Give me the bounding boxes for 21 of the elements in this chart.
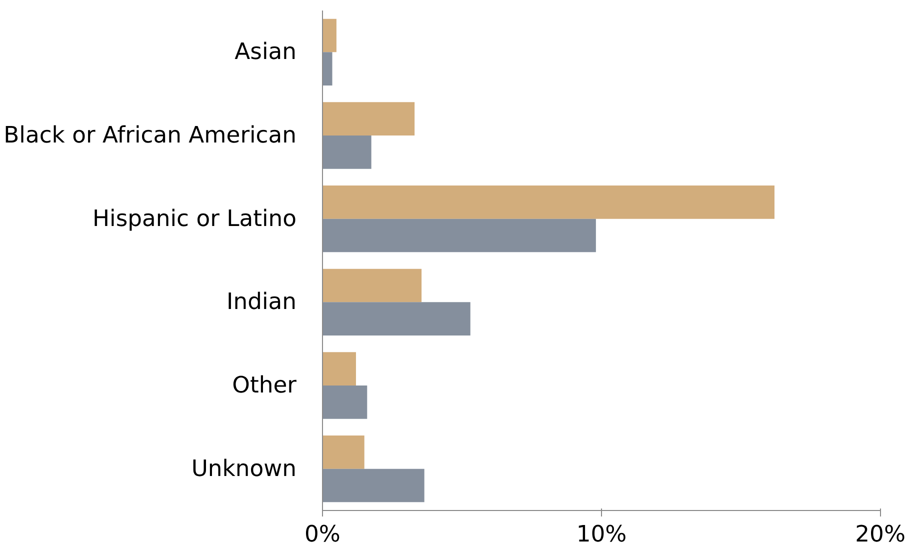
bar [322, 468, 424, 502]
y-tick-label: Other [232, 372, 298, 398]
bar [322, 302, 470, 336]
bar [322, 268, 422, 302]
y-tick-label: Asian [234, 39, 297, 66]
bar [322, 102, 415, 136]
y-tick-label: Indian [226, 289, 297, 316]
bar [322, 352, 356, 386]
bar [322, 18, 336, 52]
bar [322, 386, 368, 419]
x-tick-label: 0% [304, 522, 340, 548]
bar [322, 52, 332, 86]
y-tick-label: Unknown [191, 456, 297, 482]
y-tick-label: Hispanic or Latino [92, 206, 297, 232]
bar [322, 436, 364, 469]
bar [322, 136, 372, 169]
x-tick-label: 10% [576, 522, 627, 548]
bar [322, 218, 596, 252]
x-tick-label: 20% [855, 522, 906, 548]
y-tick-label: Black or African American [4, 122, 297, 148]
bar [322, 186, 774, 219]
